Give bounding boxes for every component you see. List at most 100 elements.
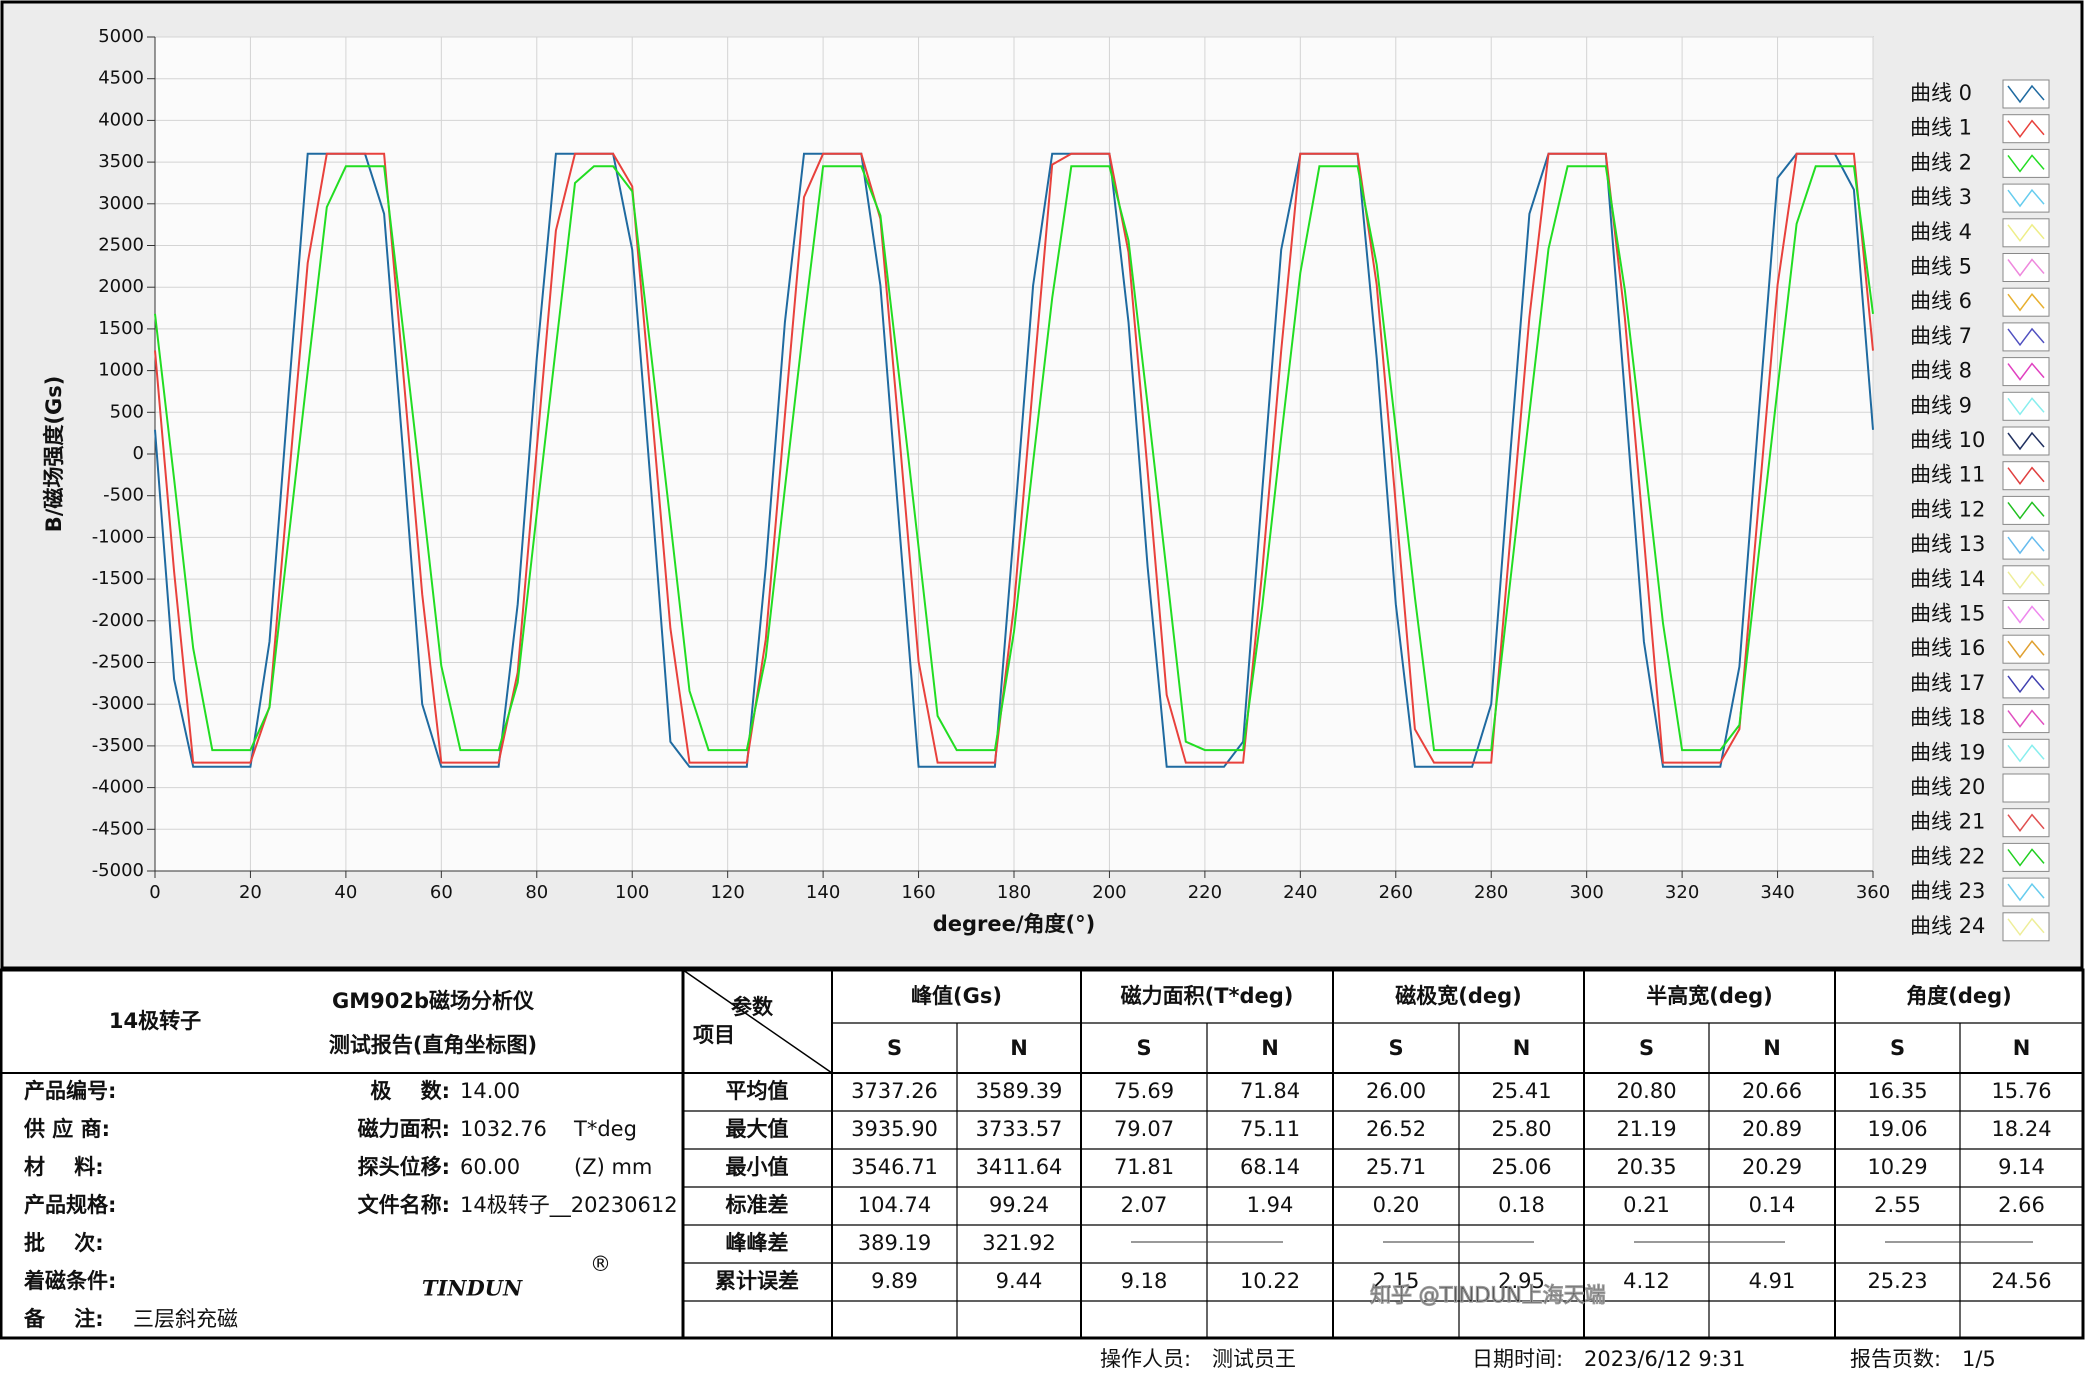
cell-value: 4.12: [1623, 1269, 1670, 1293]
legend-symbol: [2007, 258, 2045, 277]
legend-symbol: [2007, 223, 2045, 243]
legend-label: 曲线 13: [1910, 532, 1985, 556]
cell-value: 18.24: [1991, 1117, 2051, 1141]
cell-value: 2.07: [1121, 1193, 1168, 1217]
y-tick-label: 2000: [98, 276, 144, 297]
y-tick-label: 5000: [98, 26, 144, 47]
sub-header: N: [1010, 1036, 1028, 1060]
x-tick-label: 220: [1188, 882, 1222, 903]
info-label: 供 应 商:: [23, 1117, 110, 1141]
cell-value: 25.71: [1366, 1155, 1426, 1179]
cell-value: 0.21: [1623, 1193, 1670, 1217]
corner-diagonal: [682, 969, 833, 1074]
y-tick-label: -5000: [92, 860, 144, 881]
cell-value: 21.19: [1616, 1117, 1676, 1141]
remark-value: 三层斜充磁: [133, 1307, 238, 1331]
series-line: [154, 165, 1874, 752]
legend-symbol: [2007, 397, 2045, 416]
cell-value: 71.81: [1114, 1155, 1174, 1179]
y-tick-label: -3500: [92, 735, 144, 756]
cell-value: 20.89: [1742, 1117, 1802, 1141]
legend-swatch: [2002, 495, 2050, 525]
legend-label: 曲线 16: [1910, 636, 1985, 660]
info-label: 产品编号:: [24, 1079, 116, 1103]
legend-label: 曲线 4: [1910, 220, 1972, 244]
cell-value: 2.55: [1874, 1193, 1921, 1217]
x-tick-label: 360: [1856, 882, 1890, 903]
footer-label: 操作人员:: [1100, 1347, 1191, 1371]
legend-label: 曲线 0: [1910, 81, 1972, 105]
cell-value: 79.07: [1114, 1117, 1174, 1141]
legend-swatch: [2002, 218, 2050, 248]
cell-value: 24.56: [1991, 1269, 2051, 1293]
y-tick-label: 0: [133, 443, 144, 464]
x-tick-label: 240: [1283, 882, 1317, 903]
info-label: 产品规格:: [24, 1193, 116, 1217]
sub-header: S: [1890, 1036, 1905, 1060]
x-tick-label: 320: [1665, 882, 1699, 903]
x-tick-label: 300: [1569, 882, 1603, 903]
info-value: 14极转子__20230612: [460, 1193, 678, 1218]
legend-symbol: [2007, 813, 2045, 832]
watermark: 知乎 @TINDUN上海天端: [1370, 1283, 1606, 1307]
sub-header: S: [887, 1036, 902, 1060]
legend-label: 曲线 20: [1910, 775, 1985, 799]
cell-value: 3935.90: [851, 1117, 938, 1141]
y-tick-label: -1500: [92, 568, 144, 589]
logo-mark: ®: [590, 1252, 611, 1276]
group-header: 峰值(Gs): [911, 984, 1002, 1008]
y-tick-label: 3000: [98, 193, 144, 214]
row-label: 峰峰差: [726, 1231, 789, 1255]
cell-value: 0.20: [1373, 1193, 1420, 1217]
info-unit: T*deg: [573, 1117, 637, 1141]
legend-label: 曲线 15: [1910, 602, 1985, 626]
info-label: 批 次:: [24, 1231, 104, 1255]
info-value: 60.00: [460, 1155, 520, 1179]
x-tick-label: 20: [239, 882, 262, 903]
x-axis-title: degree/角度(°): [933, 912, 1096, 936]
cell-value: 19.06: [1867, 1117, 1927, 1141]
row-label: 平均值: [726, 1079, 789, 1103]
cell-value: 3589.39: [976, 1079, 1063, 1103]
x-tick-label: 140: [806, 882, 840, 903]
x-tick-label: 200: [1092, 882, 1126, 903]
legend-symbol: [2007, 570, 2045, 590]
legend-swatch: [2002, 391, 2050, 421]
x-tick-label: 260: [1379, 882, 1413, 903]
legend-label: 曲线 23: [1910, 879, 1985, 903]
cell-value: 1.94: [1247, 1193, 1294, 1217]
cell-value: 321.92: [982, 1231, 1055, 1255]
y-tick-label: 4500: [98, 68, 144, 89]
y-tick-label: 500: [110, 401, 144, 422]
legend-symbol: [2007, 154, 2045, 173]
x-tick-label: 120: [710, 882, 744, 903]
x-tick-label: 0: [149, 882, 160, 903]
legend-label: 曲线 9: [1910, 393, 1972, 417]
cell-value: 389.19: [858, 1231, 931, 1255]
cell-value: 104.74: [858, 1193, 931, 1217]
info-value: 14.00: [460, 1079, 520, 1103]
y-tick-label: 4000: [98, 109, 144, 130]
cell-value: 75.69: [1114, 1079, 1174, 1103]
cell-value: 2.15: [1373, 1269, 1420, 1293]
legend-swatch: [2002, 808, 2050, 838]
cell-value: 3733.57: [976, 1117, 1063, 1141]
legend-label: 曲线 6: [1910, 289, 1972, 313]
group-header: 半高宽(deg): [1646, 984, 1773, 1008]
y-tick-label: -500: [103, 485, 144, 506]
cell-value: 2.66: [1998, 1193, 2045, 1217]
y-tick-label: -2000: [92, 610, 144, 631]
legend-symbol: [2007, 605, 2045, 624]
cell-value: 75.11: [1240, 1117, 1300, 1141]
legend-label: 曲线 1: [1910, 116, 1972, 140]
report-title: 测试报告(直角坐标图): [329, 1033, 537, 1057]
legend-symbol: [2007, 327, 2045, 347]
cell-value: 25.41: [1491, 1079, 1551, 1103]
cell-value: 25.23: [1867, 1269, 1927, 1293]
legend-label: 曲线 11: [1910, 463, 1985, 487]
logo: TINDUN: [422, 1276, 523, 1301]
cell-value: 25.06: [1491, 1155, 1551, 1179]
footer-value: 测试员王: [1212, 1347, 1296, 1371]
legend-label: 曲线 19: [1910, 740, 1985, 764]
